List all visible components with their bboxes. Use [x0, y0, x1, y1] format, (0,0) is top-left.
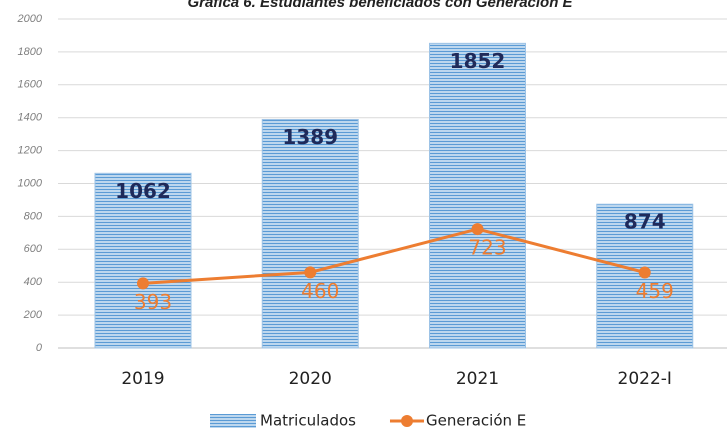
chart-title: Gráfica 6. Estudiantes beneficiados con … [187, 0, 573, 11]
data-label: 874 [624, 210, 666, 234]
line [142, 227, 646, 285]
marker [304, 266, 317, 279]
y-tick-label: 400 [24, 276, 43, 288]
legend-swatch [210, 414, 256, 428]
bar [261, 119, 359, 349]
y-tick-label: 1400 [18, 112, 43, 124]
data-label: 1062 [115, 179, 171, 203]
legend-label: Matriculados [260, 412, 356, 430]
marker [137, 277, 149, 290]
data-label: 723 [468, 236, 506, 260]
x-tick-label: 2020 [289, 369, 332, 389]
y-tick-label: 1000 [18, 177, 43, 189]
bar [429, 42, 526, 349]
y-tick-label: 200 [23, 309, 43, 321]
legend-label: Generación E [426, 412, 526, 430]
data-label: 1389 [282, 125, 338, 149]
marker [638, 266, 651, 279]
x-tick-label: 2021 [456, 369, 499, 389]
y-tick-label: 1200 [18, 145, 43, 157]
legend-swatch [400, 415, 413, 427]
y-tick-label: 1800 [18, 46, 43, 58]
bar [94, 172, 192, 349]
data-label: 459 [636, 279, 674, 303]
data-label: 460 [301, 279, 339, 303]
y-tick-label: 1600 [18, 79, 43, 91]
y-tick-label: 600 [24, 243, 43, 255]
data-label: 393 [134, 290, 172, 314]
y-tick-label: 800 [24, 210, 43, 222]
marker [471, 223, 484, 236]
y-tick-label: 2000 [17, 13, 43, 25]
x-tick-label: 2019 [121, 369, 164, 389]
y-tick-label: 0 [36, 342, 43, 354]
x-tick-label: 2022-I [618, 369, 672, 389]
data-label: 1852 [450, 49, 506, 73]
